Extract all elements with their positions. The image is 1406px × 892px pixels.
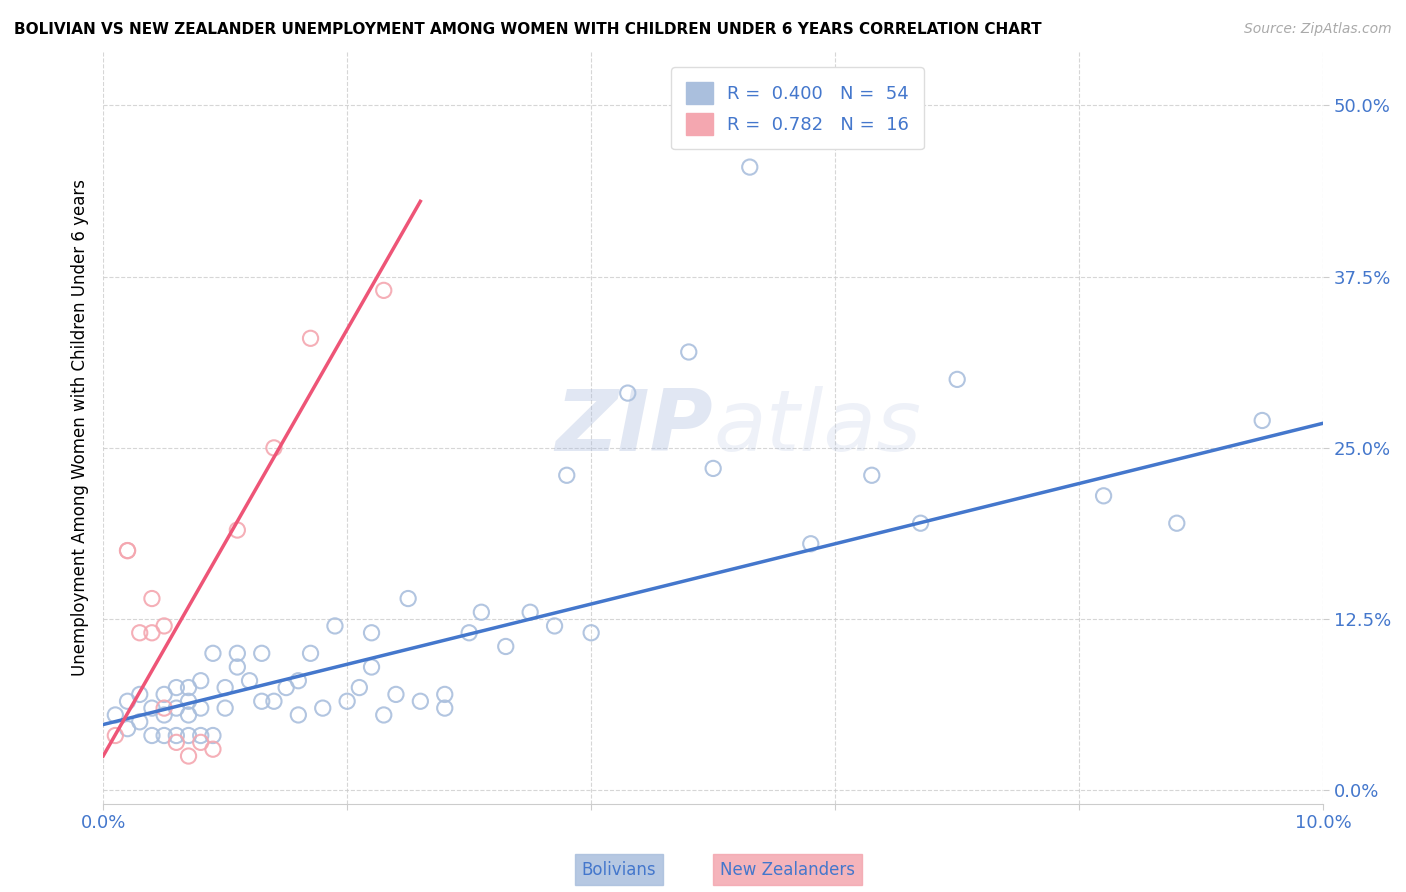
Point [117, 722, 139, 736]
Text: Source: ZipAtlas.com: Source: ZipAtlas.com [1244, 22, 1392, 37]
Point [165, 729, 187, 743]
Point [214, 701, 236, 715]
Point [201, 646, 224, 660]
Point [470, 605, 492, 619]
Point [153, 687, 176, 701]
Point [910, 516, 932, 531]
Point [190, 735, 212, 749]
Point [141, 701, 163, 715]
Point [495, 640, 517, 654]
Point [579, 625, 602, 640]
Point [287, 708, 309, 723]
Point [349, 681, 371, 695]
Point [226, 660, 249, 674]
Point [860, 468, 883, 483]
Point [519, 605, 541, 619]
Point [104, 729, 127, 743]
Point [323, 619, 346, 633]
Point [238, 673, 260, 688]
Point [177, 749, 200, 764]
Point [299, 646, 322, 660]
Point [117, 543, 139, 558]
Point [1166, 516, 1188, 531]
Point [141, 591, 163, 606]
Point [555, 468, 578, 483]
Point [201, 729, 224, 743]
Point [738, 160, 761, 174]
Point [153, 729, 176, 743]
Point [250, 694, 273, 708]
Point [360, 660, 382, 674]
Point [104, 708, 127, 723]
Text: BOLIVIAN VS NEW ZEALANDER UNEMPLOYMENT AMONG WOMEN WITH CHILDREN UNDER 6 YEARS C: BOLIVIAN VS NEW ZEALANDER UNEMPLOYMENT A… [14, 22, 1042, 37]
Point [141, 625, 163, 640]
Point [153, 619, 176, 633]
Point [1092, 489, 1115, 503]
Point [226, 646, 249, 660]
Point [946, 372, 969, 386]
Point [276, 681, 298, 695]
Point [128, 625, 150, 640]
Point [190, 701, 212, 715]
Point [263, 694, 285, 708]
Point [153, 701, 176, 715]
Point [201, 742, 224, 756]
Point [336, 694, 359, 708]
Point [396, 591, 419, 606]
Point [543, 619, 565, 633]
Point [373, 708, 395, 723]
Point [177, 729, 200, 743]
Point [409, 694, 432, 708]
Point [287, 673, 309, 688]
Point [165, 701, 187, 715]
Point [299, 331, 322, 345]
Point [128, 687, 150, 701]
Point [117, 543, 139, 558]
Point [373, 284, 395, 298]
Point [263, 441, 285, 455]
Point [702, 461, 724, 475]
Text: atlas: atlas [713, 386, 921, 469]
Point [1251, 413, 1274, 427]
Point [177, 694, 200, 708]
Point [250, 646, 273, 660]
Point [177, 681, 200, 695]
Point [165, 735, 187, 749]
Point [190, 673, 212, 688]
Point [141, 729, 163, 743]
Point [214, 681, 236, 695]
Point [190, 729, 212, 743]
Point [153, 708, 176, 723]
Text: Bolivians: Bolivians [581, 861, 657, 879]
Legend: R =  0.400   N =  54, R =  0.782   N =  16: R = 0.400 N = 54, R = 0.782 N = 16 [672, 67, 924, 149]
Text: ZIP: ZIP [555, 386, 713, 469]
Point [226, 523, 249, 537]
Y-axis label: Unemployment Among Women with Children Under 6 years: Unemployment Among Women with Children U… [72, 178, 89, 676]
Point [678, 345, 700, 359]
Point [433, 701, 456, 715]
Point [117, 694, 139, 708]
Point [128, 714, 150, 729]
Point [165, 681, 187, 695]
Point [177, 708, 200, 723]
Point [616, 386, 638, 401]
Point [312, 701, 335, 715]
Point [433, 687, 456, 701]
Point [385, 687, 408, 701]
Point [360, 625, 382, 640]
Point [800, 537, 823, 551]
Text: New Zealanders: New Zealanders [720, 861, 855, 879]
Point [458, 625, 481, 640]
